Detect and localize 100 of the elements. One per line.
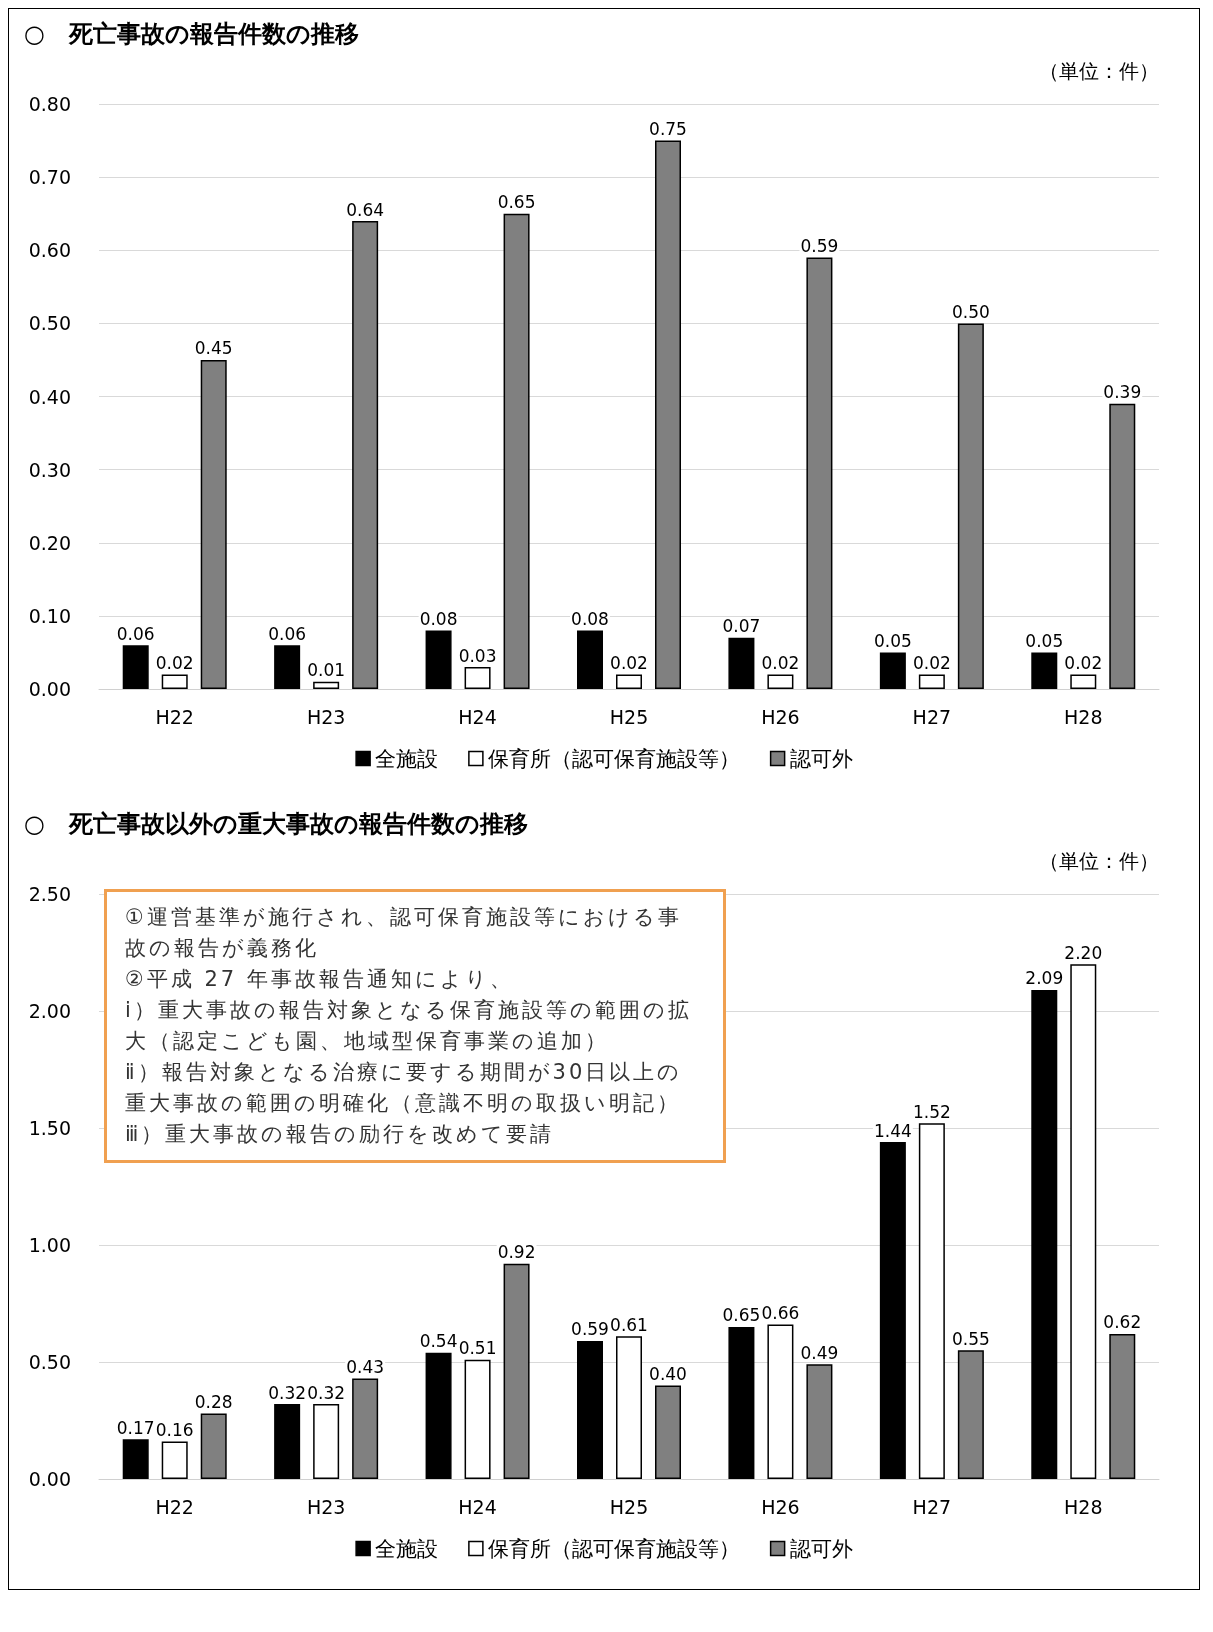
data-label: 0.54	[419, 1331, 458, 1352]
bar	[616, 1336, 642, 1479]
bar	[1109, 403, 1136, 689]
y-tick-label: 0.60	[28, 239, 71, 262]
bar	[728, 637, 755, 689]
data-label: 0.92	[497, 1242, 536, 1263]
data-label: 0.64	[346, 199, 385, 220]
x-tick-label: H23	[306, 1495, 346, 1518]
data-label: 0.07	[722, 616, 761, 637]
x-tick-label: H25	[609, 705, 649, 728]
data-label: 0.17	[116, 1417, 155, 1438]
bar	[122, 1439, 149, 1479]
annotation: ①運営基準が施行され、認可保育施設等における事故の報告が義務化	[125, 904, 683, 962]
data-label: 0.51	[458, 1338, 497, 1359]
x-tick-label: H28	[1064, 1495, 1103, 1518]
y-tick-label: 0.40	[28, 385, 71, 408]
x-tick-label: H26	[761, 705, 800, 728]
bar	[577, 1340, 603, 1479]
bar	[274, 645, 301, 689]
data-label: 0.32	[307, 1382, 346, 1403]
x-tick-label: H22	[155, 1495, 194, 1518]
data-label: 0.66	[761, 1303, 800, 1324]
data-label: 0.49	[800, 1342, 839, 1363]
bar	[503, 1263, 530, 1479]
data-label: 0.01	[307, 660, 346, 681]
bar	[200, 359, 227, 689]
y-tick-label: 0.70	[28, 166, 71, 189]
data-label: 0.59	[800, 236, 839, 257]
y-tick-label: 0.50	[28, 1351, 71, 1373]
bar	[918, 1123, 945, 1479]
bar	[503, 213, 530, 689]
data-label: 0.08	[419, 609, 458, 629]
legend-label: 保育所（認可保育施設等）	[487, 746, 740, 771]
bar	[616, 674, 642, 689]
bar	[161, 1441, 188, 1479]
bar	[352, 1378, 379, 1479]
data-label: 2.20	[1064, 942, 1103, 963]
data-label: 0.40	[649, 1363, 687, 1384]
data-label: 0.43	[346, 1356, 385, 1377]
bar	[425, 630, 452, 689]
x-tick-label: H24	[458, 1495, 497, 1518]
data-label: 0.16	[155, 1420, 194, 1441]
data-label: 0.65	[497, 192, 536, 213]
y-tick-label: 0.50	[28, 312, 71, 335]
bar	[806, 1364, 833, 1479]
data-label: 1.52	[912, 1101, 951, 1122]
legend-label: 認可外	[789, 746, 853, 771]
bar	[918, 674, 945, 689]
x-tick-label: H27	[912, 705, 952, 728]
bar	[655, 1385, 681, 1479]
data-label: 1.44	[873, 1120, 912, 1141]
bar	[1109, 1333, 1136, 1479]
bar	[655, 140, 681, 689]
text: （単位：件）	[1039, 849, 1159, 873]
bar	[352, 221, 379, 689]
bar	[161, 674, 188, 689]
annotation: ②平成 27 年事故報告通知により、	[125, 966, 515, 993]
data-label: 0.02	[155, 652, 194, 673]
data-label: 0.02	[1064, 652, 1103, 673]
x-tick-label: H28	[1064, 705, 1103, 728]
bar	[767, 1324, 794, 1479]
bar	[728, 1326, 755, 1479]
y-tick-label: 0.20	[28, 531, 71, 554]
data-label: 0.02	[761, 652, 800, 673]
bar	[1070, 674, 1097, 689]
bar	[464, 1359, 491, 1479]
bar	[425, 1352, 452, 1479]
x-tick-label: H26	[761, 1495, 800, 1518]
data-label: 0.75	[649, 119, 687, 140]
legend-label: 保育所（認可保育施設等）	[487, 1536, 740, 1561]
data-label: 0.28	[194, 1391, 233, 1412]
y-tick-label: 2.50	[28, 883, 71, 905]
y-tick-label: 0.10	[28, 604, 71, 627]
chart-title: ○ 死亡事故以外の重大事故の報告件数の推移	[24, 810, 528, 838]
legend-label: 全施設	[375, 1536, 439, 1561]
bar	[274, 1404, 301, 1479]
bar	[767, 674, 794, 689]
y-tick-label: 0.00	[28, 678, 71, 700]
data-label: 0.61	[610, 1314, 648, 1335]
data-label: 0.05	[1025, 630, 1064, 651]
legend-label: 全施設	[375, 746, 439, 771]
data-label: 0.62	[1103, 1312, 1142, 1333]
x-tick-label: H25	[609, 1495, 649, 1518]
text: （単位：件）	[1039, 59, 1159, 83]
annotation: ⅲ）重大事故の報告の励行を改めて要請	[125, 1121, 556, 1148]
y-tick-label: 0.80	[28, 93, 71, 115]
data-label: 0.65	[722, 1305, 761, 1326]
data-label: 0.50	[951, 301, 990, 322]
bar	[806, 257, 833, 689]
x-tick-label: H24	[458, 705, 497, 728]
bar	[1031, 652, 1058, 689]
bar	[200, 1413, 227, 1479]
data-label: 0.39	[1103, 382, 1142, 403]
data-label: 0.55	[951, 1328, 990, 1349]
y-tick-label: 1.00	[28, 1234, 71, 1256]
data-label: 0.08	[571, 609, 609, 629]
bar	[1031, 989, 1058, 1479]
bar	[577, 630, 603, 689]
data-label: 0.03	[458, 645, 497, 666]
data-label: 0.02	[912, 652, 951, 673]
